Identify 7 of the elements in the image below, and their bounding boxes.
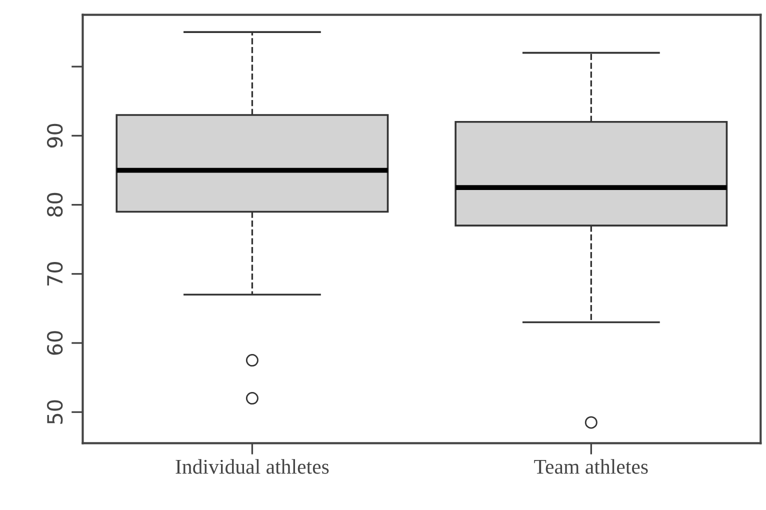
y-tick-label: 60 bbox=[46, 331, 63, 355]
y-tick-label: 70 bbox=[46, 262, 63, 286]
y-tick-label: 50 bbox=[46, 400, 63, 424]
x-tick-label: Team athletes bbox=[534, 459, 648, 474]
y-tick-label: 80 bbox=[46, 192, 63, 217]
y-tick-label: 90 bbox=[46, 124, 63, 148]
x-tick-label: Individual athletes bbox=[176, 459, 329, 474]
